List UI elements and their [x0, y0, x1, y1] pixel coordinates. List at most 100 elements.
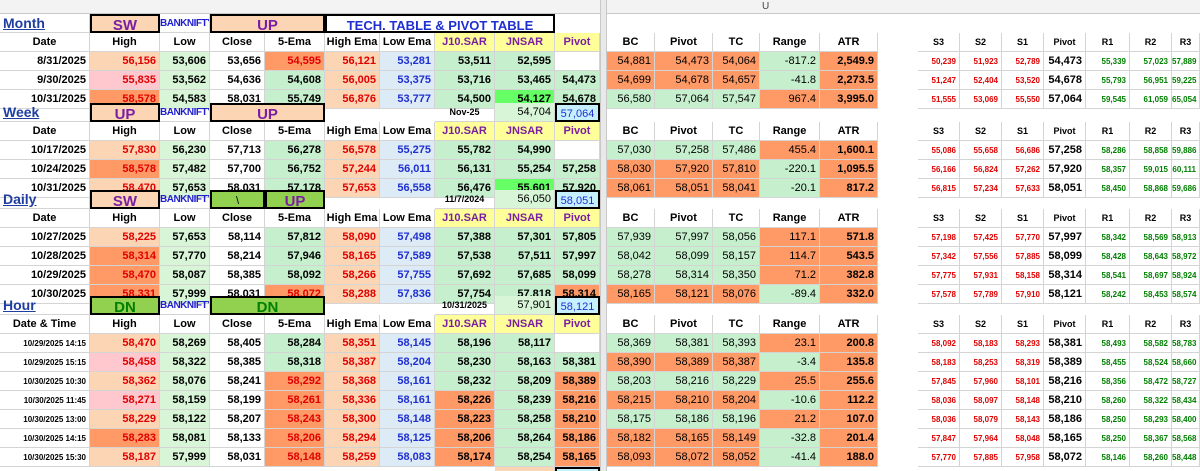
hour-pivot-row-1-col-9[interactable]: 58,455 — [1086, 353, 1130, 372]
hour-row-2-col-7[interactable]: 58,232 — [435, 372, 495, 391]
week-pivot-row-0-col-11[interactable]: 59,886 — [1172, 141, 1200, 160]
daily-pivot-header-0[interactable]: BC — [607, 209, 655, 228]
month-pivot-header-0[interactable]: BC — [607, 33, 655, 52]
hour-pivot-row-1-col-2[interactable]: 58,387 — [713, 353, 760, 372]
month-pivot-row-2-col-6[interactable]: 53,069 — [960, 90, 1002, 109]
daily-pivot-header-10[interactable]: R2 — [1130, 209, 1172, 228]
daily-row-3-col-6[interactable]: 57,836 — [380, 285, 435, 304]
hour-pivot-row-0-col-10[interactable]: 58,582 — [1130, 334, 1172, 353]
daily-row-3-col-0[interactable]: 10/30/2025 — [0, 285, 90, 304]
daily-row-0-col-3[interactable]: 58,114 — [210, 228, 265, 247]
week-pivot-header-0[interactable]: BC — [607, 122, 655, 141]
hour-pivot-row-3-col-1[interactable]: 58,210 — [655, 391, 713, 410]
week-pivot-header-8[interactable]: Pivot — [1044, 122, 1086, 141]
hour-row-4-col-5[interactable]: 58,300 — [325, 410, 380, 429]
hour-row-6-col-6[interactable]: 58,083 — [380, 448, 435, 467]
daily-row-1-col-5[interactable]: 58,165 — [325, 247, 380, 266]
hour-sar-value[interactable]: 57,901 — [495, 296, 555, 315]
hour-row-6-col-4[interactable]: 58,148 — [265, 448, 325, 467]
month-header-3[interactable]: Close — [210, 33, 265, 52]
hour-row-4-col-8[interactable]: 58,258 — [495, 410, 555, 429]
month-header-4[interactable]: 5-Ema — [265, 33, 325, 52]
month-pivot-row-1-col-9[interactable]: 55,793 — [1086, 71, 1130, 90]
month-pivot-row-0-col-8[interactable]: 54,473 — [1044, 52, 1086, 71]
hour-pivot-value[interactable]: 58,121 — [555, 296, 600, 315]
hour-row-6-col-5[interactable]: 58,259 — [325, 448, 380, 467]
hour-pivot-header-9[interactable]: R1 — [1086, 315, 1130, 334]
daily-header-5[interactable]: High Ema — [325, 209, 380, 228]
month-header-8[interactable]: JNSAR — [495, 33, 555, 52]
daily-header-0[interactable]: Date — [0, 209, 90, 228]
hour-pivot-row-0-col-1[interactable]: 58,381 — [655, 334, 713, 353]
daily-pivot-row-0-col-2[interactable]: 58,056 — [713, 228, 760, 247]
hour-pivot-row-2-col-4[interactable]: 255.6 — [820, 372, 878, 391]
hour-pivot-row-4-col-9[interactable]: 58,250 — [1086, 410, 1130, 429]
month-header-6[interactable]: Low Ema — [380, 33, 435, 52]
daily-row-0-col-4[interactable]: 57,812 — [265, 228, 325, 247]
month-pivot-row-0-col-2[interactable]: 54,064 — [713, 52, 760, 71]
hour-pivot-row-5-col-5[interactable]: 57,847 — [918, 429, 960, 448]
daily-pivot-row-1-col-1[interactable]: 58,099 — [655, 247, 713, 266]
month-index[interactable]: BANKNIFTY — [160, 14, 210, 33]
hour-pivot-header-2[interactable]: TC — [713, 315, 760, 334]
week-pivot-header-7[interactable]: S1 — [1002, 122, 1044, 141]
hour-pivot-row-6-col-11[interactable]: 58,448 — [1172, 448, 1200, 467]
daily-header-8[interactable]: JNSAR — [495, 209, 555, 228]
hour-pivot-header-0[interactable]: BC — [607, 315, 655, 334]
hour-row-6-col-8[interactable]: 58,254 — [495, 448, 555, 467]
hour-pivot-row-2-col-5[interactable]: 57,845 — [918, 372, 960, 391]
week-pivot-row-2-col-5[interactable]: 56,815 — [918, 179, 960, 198]
hour-pivot-header-6[interactable]: S2 — [960, 315, 1002, 334]
hour-pivot-row-5-col-4[interactable]: 201.4 — [820, 429, 878, 448]
month-row-1-col-3[interactable]: 54,636 — [210, 71, 265, 90]
daily-row-2-col-7[interactable]: 57,692 — [435, 266, 495, 285]
daily-pivot-row-2-col-11[interactable]: 58,924 — [1172, 266, 1200, 285]
daily-pivot-row-3-col-3[interactable]: -89.4 — [760, 285, 820, 304]
hour-row-4-col-0[interactable]: 10/30/2025 13:00 — [0, 410, 90, 429]
week-row-0-col-5[interactable]: 56,578 — [325, 141, 380, 160]
hour-row-0-col-2[interactable]: 58,269 — [160, 334, 210, 353]
week-row-2-col-0[interactable]: 10/31/2025 — [0, 179, 90, 198]
month-pivot-row-1-col-1[interactable]: 54,678 — [655, 71, 713, 90]
daily-row-1-col-9[interactable]: 57,997 — [555, 247, 600, 266]
daily-pivot-row-2-col-10[interactable]: 58,697 — [1130, 266, 1172, 285]
hour-row-1-col-0[interactable]: 10/29/2025 15:15 — [0, 353, 90, 372]
hour-pivot-header-4[interactable]: ATR — [820, 315, 878, 334]
hour-pivot-row-4-col-1[interactable]: 58,186 — [655, 410, 713, 429]
daily-index[interactable]: BANKNIFTY — [160, 190, 210, 209]
hour-pivot-row-0-col-5[interactable]: 58,092 — [918, 334, 960, 353]
week-pivot-row-2-col-1[interactable]: 58,051 — [655, 179, 713, 198]
daily-row-1-col-7[interactable]: 57,538 — [435, 247, 495, 266]
week-pivot-row-1-col-5[interactable]: 56,166 — [918, 160, 960, 179]
week-row-1-col-6[interactable]: 56,011 — [380, 160, 435, 179]
week-pivot-row-0-col-8[interactable]: 57,258 — [1044, 141, 1086, 160]
hour-row-6-col-2[interactable]: 57,999 — [160, 448, 210, 467]
week-sar-value[interactable]: 54,704 — [495, 103, 555, 122]
month-pivot-row-0-col-0[interactable]: 54,881 — [607, 52, 655, 71]
daily-pivot-row-2-col-9[interactable]: 58,541 — [1086, 266, 1130, 285]
hour-index[interactable]: BANKNIFTY — [160, 296, 210, 315]
hour-pivot-row-4-col-6[interactable]: 58,079 — [960, 410, 1002, 429]
hour-row-0-col-9[interactable] — [555, 334, 600, 353]
week-row-0-col-6[interactable]: 55,275 — [380, 141, 435, 160]
hour-pivot-row-1-col-11[interactable]: 58,660 — [1172, 353, 1200, 372]
week-header-5[interactable]: High Ema — [325, 122, 380, 141]
hour-pivot-row-5-col-1[interactable]: 58,165 — [655, 429, 713, 448]
month-pivot-row-0-col-6[interactable]: 51,923 — [960, 52, 1002, 71]
hour-header-8[interactable]: JNSAR — [495, 315, 555, 334]
month-pivot-header-2[interactable]: TC — [713, 33, 760, 52]
month-pivot-row-1-col-2[interactable]: 54,657 — [713, 71, 760, 90]
month-signal[interactable]: SW — [90, 14, 160, 33]
hour-pivot-row-5-col-8[interactable]: 58,165 — [1044, 429, 1086, 448]
hour-row-2-col-5[interactable]: 58,368 — [325, 372, 380, 391]
month-pivot-header-6[interactable]: S2 — [960, 33, 1002, 52]
hour-header-5[interactable]: High Ema — [325, 315, 380, 334]
hour-pivot-row-1-col-10[interactable]: 58,524 — [1130, 353, 1172, 372]
hour-pivot-row-4-col-2[interactable]: 58,196 — [713, 410, 760, 429]
month-pivot-row-2-col-11[interactable]: 65,054 — [1172, 90, 1200, 109]
hour-row-5-col-8[interactable]: 58,264 — [495, 429, 555, 448]
week-pivot-row-1-col-6[interactable]: 56,824 — [960, 160, 1002, 179]
daily-pivot-row-2-col-0[interactable]: 58,278 — [607, 266, 655, 285]
hour-pivot-row-1-col-4[interactable]: 135.8 — [820, 353, 878, 372]
hour-pivot-row-2-col-2[interactable]: 58,229 — [713, 372, 760, 391]
